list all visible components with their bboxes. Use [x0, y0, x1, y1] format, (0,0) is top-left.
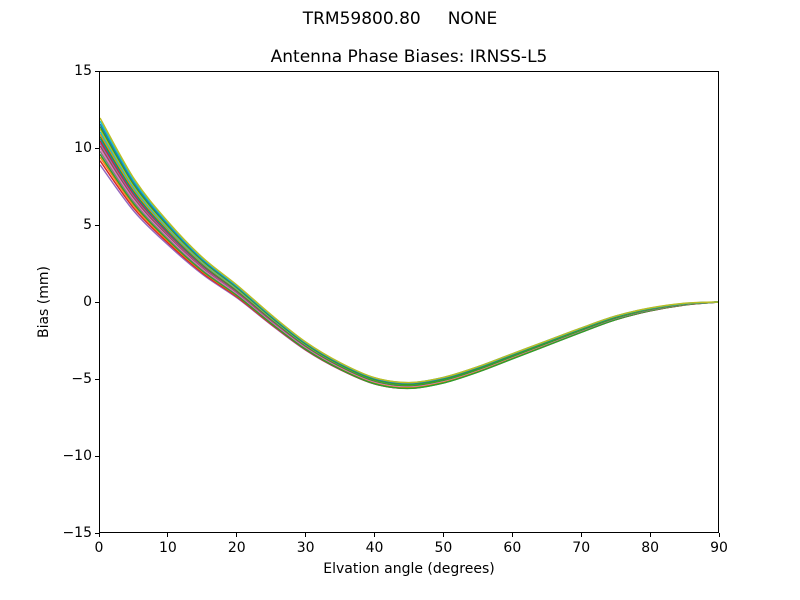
x-axis-tick: [374, 533, 376, 537]
y-axis-tick-label: −10: [62, 448, 92, 464]
y-axis-tick-label: 0: [83, 294, 92, 310]
x-axis-tick-label: 0: [94, 540, 104, 556]
x-axis-tick: [511, 533, 513, 537]
x-axis-tick-label: 40: [365, 540, 384, 556]
x-axis-tick: [442, 533, 444, 537]
x-axis-tick-label: 20: [227, 540, 246, 556]
y-axis-tick: [95, 532, 99, 534]
x-axis-tick: [236, 533, 238, 537]
y-axis-tick: [95, 301, 99, 303]
y-axis-tick: [95, 378, 99, 380]
x-axis-tick: [98, 533, 100, 537]
y-axis-tick-label: −5: [71, 371, 92, 387]
y-axis-tick: [95, 147, 99, 149]
bias-curves-svg: [100, 117, 718, 390]
y-axis-tick: [95, 70, 99, 72]
axes-title: Antenna Phase Biases: IRNSS-L5: [270, 47, 548, 67]
bias-curve: [100, 160, 718, 390]
y-axis-tick-label: −15: [62, 525, 92, 541]
bias-curve: [100, 156, 718, 389]
y-axis-tick-label: 5: [83, 217, 92, 233]
y-axis-tick: [95, 455, 99, 457]
x-axis-tick: [167, 533, 169, 537]
x-axis-tick-label: 90: [710, 540, 728, 556]
x-axis-tick: [305, 533, 307, 537]
y-axis-tick: [95, 224, 99, 226]
x-axis-tick-label: 60: [503, 540, 522, 556]
plot-area: [99, 71, 719, 533]
bias-curve: [100, 153, 718, 390]
x-axis-tick-label: 10: [158, 540, 177, 556]
y-axis-label: Bias (mm): [36, 265, 52, 339]
figure-suptitle: TRM59800.80 NONE: [302, 9, 498, 29]
x-axis-label: Elvation angle (degrees): [323, 561, 495, 577]
bias-curve: [100, 117, 718, 384]
x-axis-tick-label: 50: [434, 540, 453, 556]
x-axis-tick-label: 80: [641, 540, 660, 556]
x-axis-tick: [718, 533, 720, 537]
x-axis-tick: [580, 533, 582, 537]
bias-curve: [100, 148, 718, 388]
x-axis-tick-label: 30: [296, 540, 315, 556]
x-axis-tick-label: 70: [572, 540, 591, 556]
bias-curve: [100, 150, 718, 387]
y-axis-tick-label: 10: [74, 140, 92, 156]
y-axis-tick-label: 15: [74, 63, 92, 79]
x-axis-tick: [649, 533, 651, 537]
bias-curve: [100, 164, 718, 390]
